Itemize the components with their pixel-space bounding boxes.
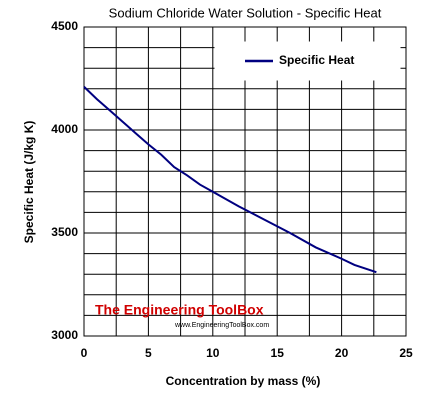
y-axis-label: Specific Heat (J/kg K) xyxy=(22,121,36,244)
y-tick-label: 3000 xyxy=(51,328,78,342)
x-tick-label: 10 xyxy=(206,346,220,360)
legend-label: Specific Heat xyxy=(279,53,354,67)
watermark: The Engineering ToolBox xyxy=(95,302,264,318)
chart-title: Sodium Chloride Water Solution - Specifi… xyxy=(109,5,382,20)
x-axis-label: Concentration by mass (%) xyxy=(166,374,321,388)
x-tick-label: 15 xyxy=(271,346,285,360)
x-tick-label: 20 xyxy=(335,346,349,360)
series-line xyxy=(83,86,377,274)
watermark-url: www.EngineeringToolBox.com xyxy=(174,322,269,329)
x-tick-label: 0 xyxy=(81,346,88,360)
x-tick-label: 25 xyxy=(399,346,413,360)
y-tick-label: 3500 xyxy=(51,225,78,239)
y-tick-label: 4000 xyxy=(51,122,78,136)
x-tick-label: 5 xyxy=(145,346,152,360)
y-tick-label: 4500 xyxy=(51,19,78,33)
